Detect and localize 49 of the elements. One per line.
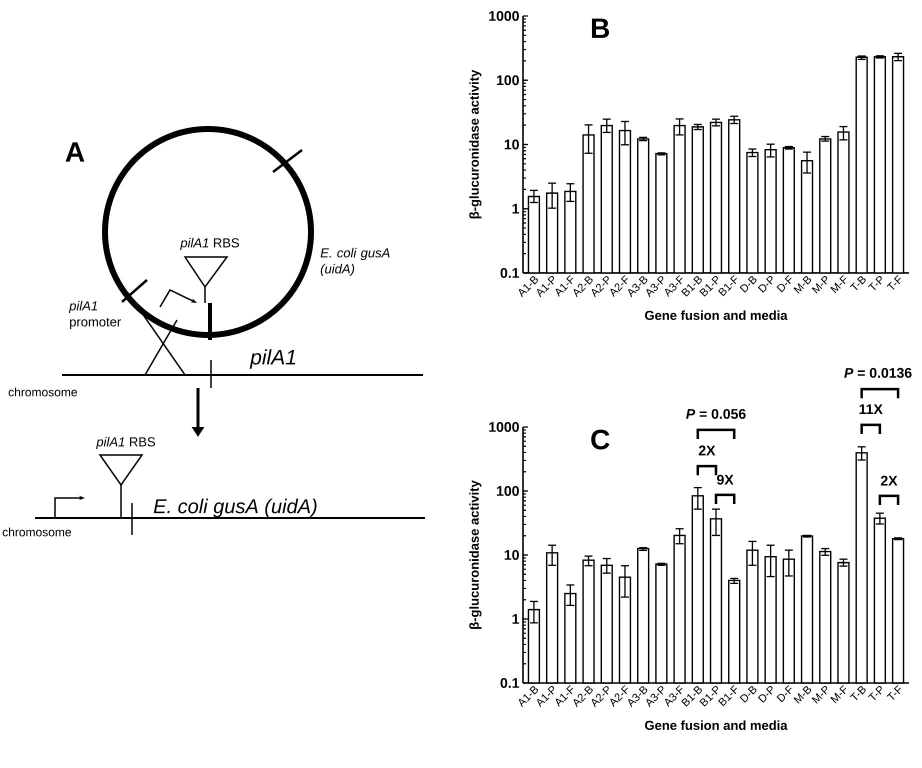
x-tick-label: T-B (850, 276, 866, 290)
y-tick-label: 0.1 (500, 268, 520, 278)
x-axis-title: Gene fusion and media (645, 310, 788, 320)
text: 11X (860, 404, 883, 414)
text: pilA1 RBS (96, 436, 156, 450)
x-tick-label: D-F (776, 685, 792, 702)
chart-title: B (592, 18, 610, 38)
x-axis-title: Gene fusion and media (645, 720, 788, 730)
x-tick-label: T-P (868, 276, 882, 290)
y-axis-title: β-glucuronidase activity (469, 480, 482, 629)
x-tick-label: T-B (850, 686, 866, 700)
y-tick-label: 1000 (489, 422, 519, 432)
text: E. coli gusA (uidA) (320, 248, 390, 276)
text: pilA1 (250, 349, 296, 369)
text: chromosome (2, 528, 72, 536)
y-axis-title: β-glucuronidase activity (469, 70, 482, 218)
x-tick-label: M-B (793, 276, 812, 294)
x-tick-label: T-F (886, 684, 901, 700)
text: P = 0.056 (686, 408, 746, 419)
text: pilA1 RBS (180, 238, 240, 250)
x-tick-label: D-B (740, 276, 756, 293)
x-tick-label: T-P (868, 686, 882, 700)
x-tick-label: M-B (793, 686, 812, 704)
x-tick-label: D-P (758, 686, 773, 703)
x-tick-label: D-P (758, 276, 773, 293)
x-tick-label: D-B (740, 686, 756, 703)
y-tick-label: 1 (512, 614, 520, 624)
text: chromosome (8, 388, 78, 396)
y-tick-label: 10 (504, 550, 519, 560)
annotation: 2X (698, 446, 716, 456)
y-tick-label: 10 (504, 140, 519, 150)
x-tick-label: M-P (812, 276, 828, 294)
x-tick-label: M-F (830, 275, 846, 294)
text: pilA1 promoter (68, 300, 121, 330)
y-tick-label: 100 (496, 75, 519, 86)
annotation: 9X (717, 474, 734, 485)
x-tick-label: M-F (830, 685, 846, 704)
x-tick-label: D-F (776, 275, 792, 292)
annotation: 2X (880, 476, 898, 486)
y-tick-label: 1000 (489, 11, 519, 21)
y-tick-label: 1 (512, 204, 520, 214)
text: E. coli gusA (uidA) (154, 498, 316, 518)
y-tick-label: 100 (496, 486, 519, 496)
text: A (66, 142, 84, 162)
x-tick-label: T-F (886, 275, 901, 290)
chart-title: C (591, 430, 610, 450)
y-tick-label: 0.1 (500, 678, 520, 688)
x-tick-label: M-P (812, 686, 828, 704)
text: P = 0.0136 (844, 368, 912, 378)
